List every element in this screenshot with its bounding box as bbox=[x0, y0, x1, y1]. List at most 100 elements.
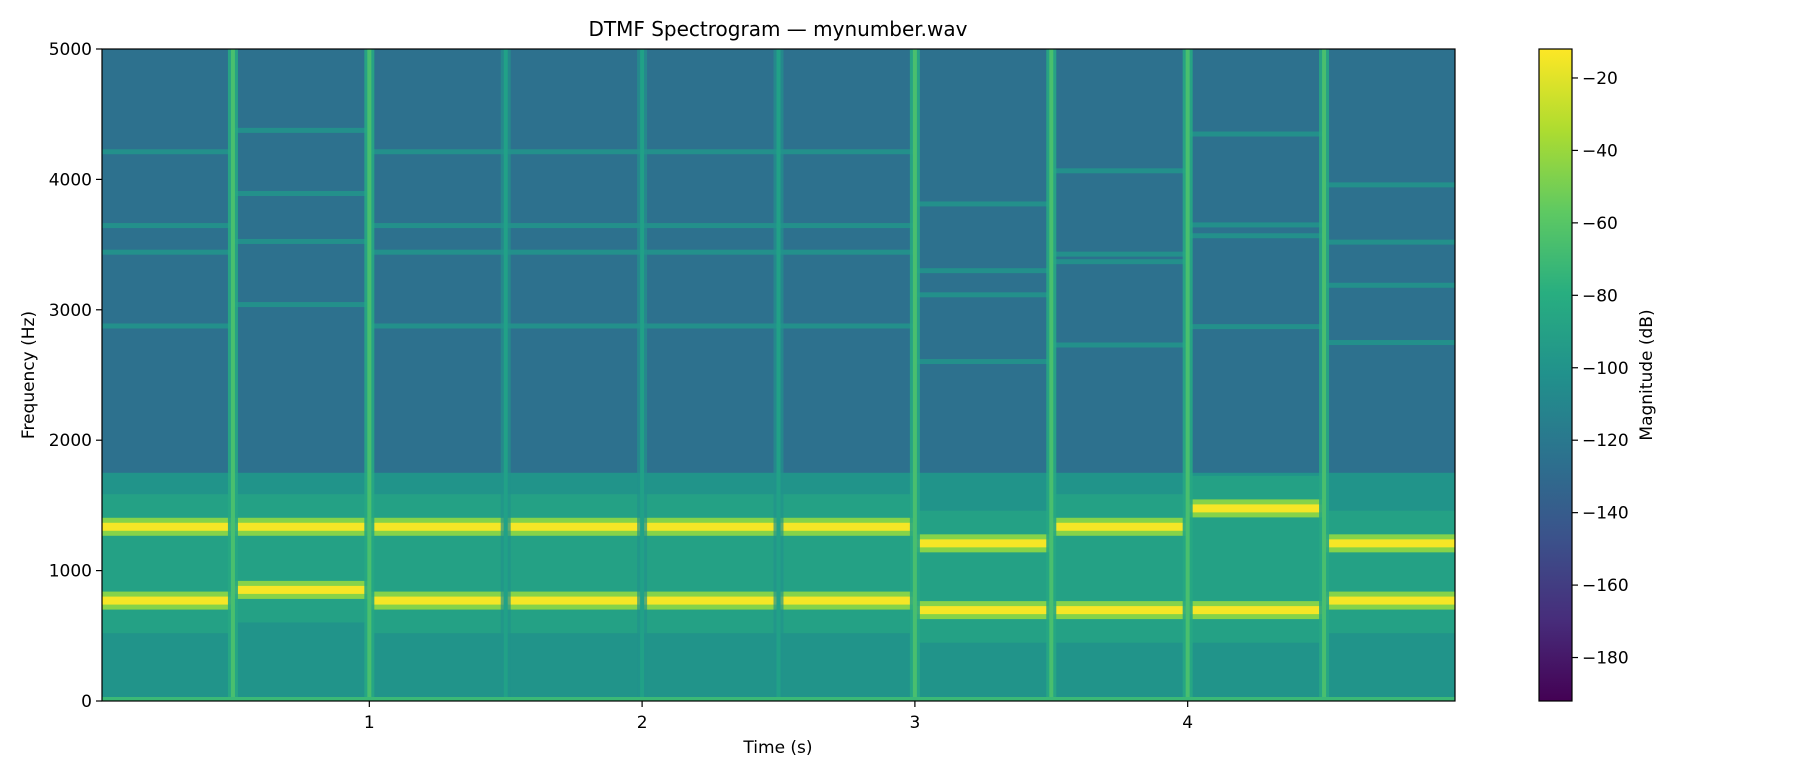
boundary-line bbox=[1049, 49, 1054, 701]
low-tone-band bbox=[1051, 606, 1188, 615]
harmonic-line bbox=[1187, 222, 1325, 228]
high-tone-band bbox=[102, 522, 233, 531]
harmonic-line bbox=[914, 292, 1052, 298]
harmonic-line bbox=[778, 149, 915, 155]
boundary-line bbox=[776, 49, 781, 701]
harmonic-line bbox=[642, 223, 779, 229]
chart-title: DTMF Spectrogram — mynumber.wav bbox=[588, 17, 967, 41]
harmonic-noise-lines bbox=[102, 127, 1455, 365]
harmonic-line bbox=[232, 127, 370, 133]
inter-tone-glow bbox=[914, 510, 1052, 643]
low-tone-band bbox=[914, 606, 1052, 615]
colorbar: −20 −40 −60 −80 −100 −120 −140 −160 −180 Magnitu… bbox=[1538, 48, 1657, 702]
colorbar-label: Magnitude (dB) bbox=[1637, 309, 1657, 440]
harmonic-line bbox=[369, 323, 506, 329]
colorbar-ticks: −20 −40 −60 −80 −100 −120 −140 −160 −180 bbox=[1572, 69, 1629, 669]
colorbar-tick-label: −180 bbox=[1582, 649, 1629, 669]
boundary-line bbox=[640, 49, 645, 701]
plot-frame bbox=[101, 48, 1456, 702]
spectrogram-plot-area bbox=[102, 49, 1455, 701]
low-tone-band bbox=[642, 596, 779, 605]
high-tone-band bbox=[778, 522, 915, 531]
harmonic-line bbox=[642, 249, 779, 255]
inter-tone-glow bbox=[369, 494, 506, 634]
y-tick-label: 3000 bbox=[49, 301, 92, 321]
y-axis-label: Frequency (Hz) bbox=[19, 311, 39, 439]
harmonic-line bbox=[232, 302, 370, 308]
high-tone-band bbox=[1051, 522, 1188, 531]
harmonic-line bbox=[505, 249, 643, 255]
x-tick-label: 4 bbox=[1182, 713, 1193, 733]
colorbar-tick-label: −80 bbox=[1582, 286, 1618, 306]
colorbar-tick-label: −140 bbox=[1582, 504, 1629, 524]
boundary-line bbox=[503, 49, 508, 701]
inter-tone-glow bbox=[778, 494, 915, 634]
y-tick-label: 0 bbox=[81, 692, 92, 712]
boundary-line bbox=[1185, 49, 1190, 701]
harmonic-line bbox=[778, 223, 915, 229]
harmonic-line bbox=[642, 323, 779, 329]
harmonic-line bbox=[1187, 233, 1325, 239]
low-tone-band bbox=[778, 596, 915, 605]
harmonic-line bbox=[232, 238, 370, 244]
boundary-line bbox=[367, 49, 372, 701]
harmonic-line bbox=[1187, 324, 1325, 330]
harmonic-line bbox=[505, 323, 643, 329]
harmonic-line bbox=[914, 268, 1052, 274]
colorbar-tick-label: −60 bbox=[1582, 214, 1618, 234]
low-tone-band bbox=[232, 585, 370, 594]
high-tone-band bbox=[1187, 504, 1325, 513]
boundary-line bbox=[1322, 49, 1327, 701]
harmonic-line bbox=[914, 359, 1052, 365]
inter-tone-glow bbox=[102, 494, 233, 634]
harmonic-line bbox=[1324, 282, 1455, 288]
harmonic-line bbox=[1324, 182, 1455, 188]
harmonic-line bbox=[369, 249, 506, 255]
harmonic-line bbox=[102, 149, 233, 155]
harmonic-line bbox=[914, 201, 1052, 207]
low-tone-band bbox=[102, 596, 233, 605]
harmonic-line bbox=[505, 149, 643, 155]
harmonic-line bbox=[778, 249, 915, 255]
colorbar-tick-label: −160 bbox=[1582, 576, 1629, 596]
x-tick-label: 2 bbox=[637, 713, 648, 733]
harmonic-line bbox=[1324, 340, 1455, 346]
inter-tone-glow bbox=[232, 494, 370, 623]
y-tick-label: 5000 bbox=[49, 40, 92, 60]
colorbar-gradient bbox=[1538, 48, 1573, 702]
high-tone-band bbox=[1324, 539, 1455, 548]
low-tone-band bbox=[1324, 596, 1455, 605]
harmonic-line bbox=[505, 223, 643, 229]
x-axis: 1 2 3 4 bbox=[364, 701, 1193, 733]
inter-tone-glow bbox=[505, 494, 643, 634]
inter-tone-glow bbox=[1324, 510, 1455, 634]
boundary-line bbox=[230, 49, 235, 701]
harmonic-line bbox=[1051, 168, 1188, 174]
segment-boundaries bbox=[102, 49, 1455, 701]
harmonic-line bbox=[369, 149, 506, 155]
harmonic-line bbox=[1051, 342, 1188, 348]
colorbar-tick-label: −100 bbox=[1582, 359, 1629, 379]
harmonic-line bbox=[102, 323, 233, 329]
harmonic-line bbox=[102, 223, 233, 229]
boundary-line bbox=[912, 49, 917, 701]
harmonic-line bbox=[1051, 259, 1188, 265]
inter-tone-glow bbox=[1051, 494, 1188, 643]
y-tick-label: 1000 bbox=[49, 562, 92, 582]
low-tone-band bbox=[505, 596, 643, 605]
inter-tone-glow bbox=[642, 494, 779, 634]
harmonic-line bbox=[1324, 239, 1455, 245]
harmonic-line bbox=[1051, 251, 1188, 257]
high-tone-band bbox=[369, 522, 506, 531]
harmonic-line bbox=[102, 249, 233, 255]
colorbar-tick-label: −120 bbox=[1582, 431, 1629, 451]
high-tone-band bbox=[232, 522, 370, 531]
x-axis-label: Time (s) bbox=[742, 738, 812, 758]
x-tick-label: 3 bbox=[909, 713, 920, 733]
colorbar-tick-label: −20 bbox=[1582, 69, 1618, 89]
low-tone-band bbox=[369, 596, 506, 605]
dc-line bbox=[102, 697, 1455, 701]
y-axis: 0 1000 2000 3000 4000 5000 bbox=[49, 40, 102, 712]
harmonic-line bbox=[369, 223, 506, 229]
